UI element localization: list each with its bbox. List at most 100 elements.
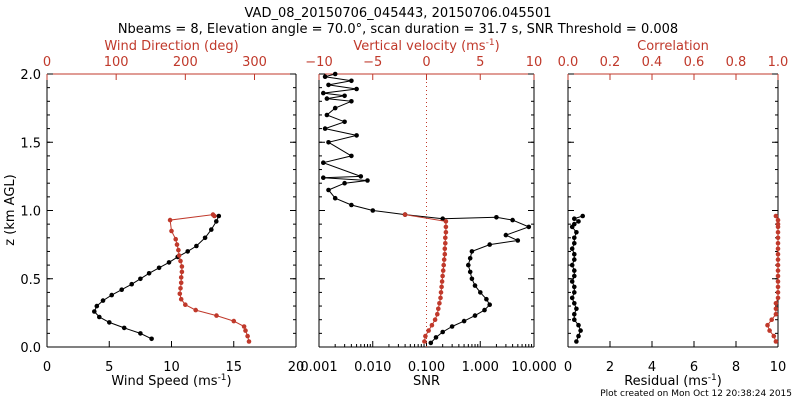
data-point [156, 265, 162, 271]
x-tick-label: 2 [606, 360, 614, 375]
data-point [775, 262, 781, 268]
data-point [97, 314, 102, 320]
x-tick-label: 5 [105, 360, 113, 375]
data-point [773, 213, 779, 219]
data-point [775, 230, 781, 235]
data-point [138, 276, 143, 282]
top-tick-label: 1.0 [768, 55, 789, 70]
data-point [569, 279, 575, 284]
data-point [322, 126, 328, 131]
data-point [426, 328, 431, 333]
x-tick-label: 20 [288, 360, 305, 375]
x-tick-label: 4 [648, 360, 656, 375]
data-point [569, 262, 575, 268]
data-point [775, 268, 781, 273]
data-point [578, 328, 583, 333]
y-tick-label: 2.0 [20, 68, 41, 83]
series-line [571, 215, 583, 342]
data-point [370, 208, 376, 213]
data-point [572, 301, 577, 306]
panel-right: 0 2 4 6 8 10 0.0 0.2 0.4 0.6 0.8 1.0 Residual (ms-1)… [558, 39, 789, 389]
data-point [440, 329, 446, 335]
data-point [440, 216, 446, 221]
x-axis-label-end: ) [227, 374, 232, 389]
data-point [173, 236, 178, 242]
data-point [484, 296, 489, 302]
plot-credit: Plot created on Mon Oct 12 20:38:24 2015 [600, 389, 792, 399]
data-point [231, 318, 237, 324]
series-line [404, 214, 447, 342]
y-tick-label: 1.5 [20, 136, 41, 151]
top-axis-label-end: ) [495, 39, 500, 54]
data-point [178, 280, 184, 286]
data-point [326, 187, 331, 193]
top-tick-label: −10 [305, 55, 332, 70]
data-point [574, 230, 579, 235]
data-point [440, 273, 445, 279]
top-tick-label: 0.4 [642, 55, 663, 70]
data-point [467, 269, 473, 275]
data-point [246, 339, 252, 344]
data-point [365, 178, 370, 183]
data-point [775, 221, 781, 227]
figure-subtitle: Nbeams = 8, Elevation angle = 70.0°, sca… [118, 22, 678, 37]
data-point [324, 96, 330, 101]
series-correlation [765, 213, 781, 344]
top-tick-label: 0.2 [600, 55, 621, 70]
x-tick-label: 15 [225, 360, 242, 375]
data-point [574, 306, 579, 312]
x-axis-label: Residual (ms-1) [624, 373, 722, 389]
top-tick-label: −5 [363, 55, 382, 70]
x-tick-label: 0.100 [408, 360, 445, 375]
data-point [179, 264, 185, 269]
y-tick-label: 0.5 [20, 273, 41, 288]
data-point [572, 257, 577, 262]
data-point [572, 251, 577, 257]
data-point [443, 241, 448, 246]
series-line [93, 215, 220, 340]
data-point [422, 339, 427, 344]
data-point [167, 217, 173, 223]
data-point [765, 322, 770, 328]
data-point [321, 90, 326, 96]
x-tick-label: 10 [163, 360, 180, 375]
figure-title: VAD_08_20150706_045443, 20150706.045501 [245, 6, 552, 21]
data-point [432, 317, 438, 323]
top-tick-label: 0.8 [726, 55, 747, 70]
data-point [574, 339, 579, 344]
data-point [241, 324, 247, 329]
data-point [478, 290, 483, 295]
data-point [100, 298, 106, 303]
data-point [358, 174, 364, 179]
data-point [176, 247, 181, 253]
data-point [775, 273, 781, 279]
data-point [572, 216, 577, 221]
top-tick-label: 0.6 [684, 55, 705, 70]
data-point [572, 221, 577, 227]
x-axis-label-main: SNR [413, 374, 440, 389]
data-point [185, 249, 190, 254]
data-point [503, 232, 509, 238]
data-point [322, 74, 328, 79]
data-point [178, 258, 183, 264]
data-point [443, 224, 449, 230]
data-point [349, 99, 354, 104]
data-point [183, 302, 188, 308]
data-point [332, 195, 338, 201]
data-point [354, 86, 359, 92]
data-point [349, 78, 354, 84]
data-point [332, 71, 338, 77]
data-point [92, 309, 97, 314]
data-point [442, 246, 448, 251]
data-point [775, 257, 781, 262]
data-point [138, 331, 143, 336]
y-axis-label: z (km AGL) [3, 174, 18, 245]
data-point [176, 253, 182, 258]
top-axis-label-main: Wind Direction (deg) [104, 39, 238, 54]
x-axis-label-superscript: -1 [708, 373, 717, 383]
data-point [442, 251, 448, 257]
data-point [177, 291, 183, 297]
data-point [526, 224, 532, 230]
series-vertical-velocity [402, 212, 449, 344]
